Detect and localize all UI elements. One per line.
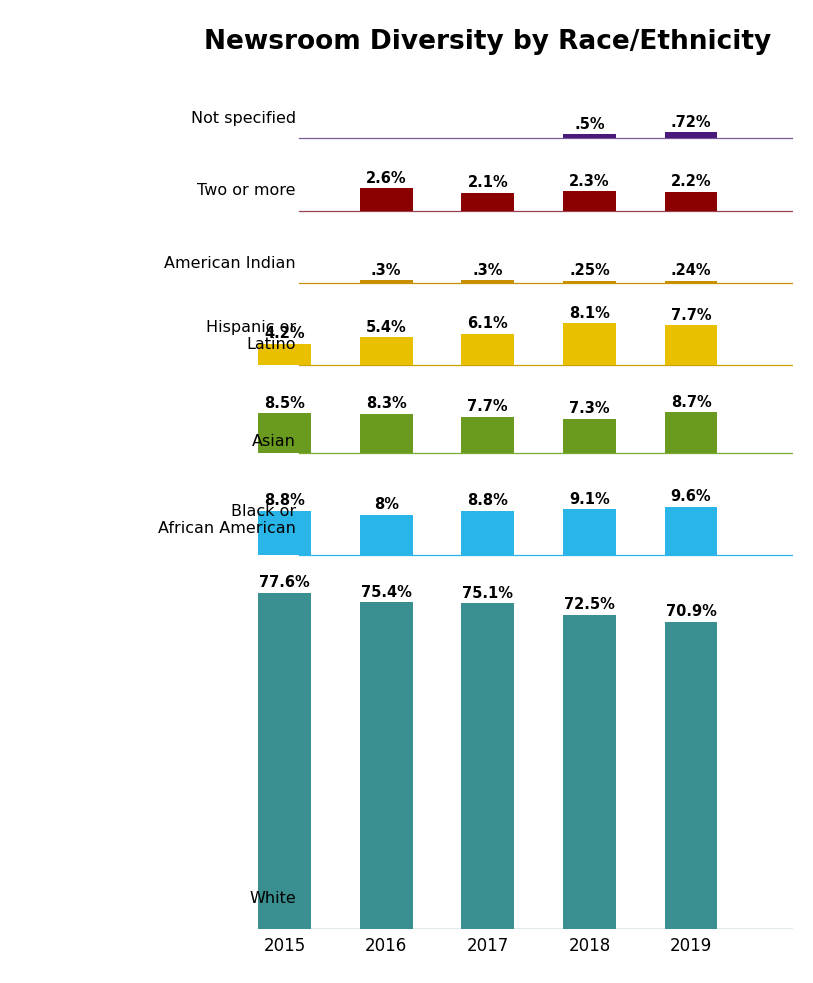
Bar: [462, 280, 515, 283]
Bar: [563, 134, 615, 139]
Bar: [563, 323, 615, 366]
Text: 2.6%: 2.6%: [366, 171, 406, 186]
Text: Not specified: Not specified: [190, 111, 296, 126]
Bar: [259, 343, 311, 366]
Text: 9.1%: 9.1%: [569, 492, 610, 507]
Text: 8%: 8%: [374, 497, 398, 512]
Bar: [664, 281, 717, 283]
Text: 77.6%: 77.6%: [259, 575, 310, 590]
Text: 75.4%: 75.4%: [361, 585, 411, 600]
Text: Asian: Asian: [252, 434, 296, 449]
Bar: [462, 511, 515, 554]
Bar: [664, 507, 717, 554]
Text: 8.8%: 8.8%: [264, 493, 305, 508]
Bar: [359, 603, 412, 929]
Bar: [664, 621, 717, 929]
Text: .3%: .3%: [371, 262, 402, 278]
Text: American Indian: American Indian: [164, 256, 296, 270]
Text: Two or more: Two or more: [198, 183, 296, 199]
Bar: [664, 192, 717, 210]
Bar: [259, 511, 311, 554]
Bar: [359, 337, 412, 366]
Bar: [462, 417, 515, 452]
Bar: [462, 193, 515, 210]
Text: 8.8%: 8.8%: [467, 493, 508, 508]
Text: Newsroom Diversity by Race/Ethnicity: Newsroom Diversity by Race/Ethnicity: [204, 29, 772, 55]
Text: 2.2%: 2.2%: [671, 174, 711, 190]
Bar: [563, 614, 615, 929]
Text: 8.5%: 8.5%: [264, 395, 305, 411]
Text: 9.6%: 9.6%: [671, 490, 711, 504]
Text: 8.7%: 8.7%: [671, 394, 711, 410]
Bar: [359, 515, 412, 554]
Text: 8.3%: 8.3%: [366, 396, 406, 412]
Text: 2.1%: 2.1%: [467, 175, 508, 191]
Bar: [462, 333, 515, 366]
Bar: [563, 281, 615, 283]
Bar: [259, 593, 311, 929]
Text: 7.3%: 7.3%: [569, 401, 610, 416]
Text: .25%: .25%: [569, 263, 610, 278]
Bar: [359, 189, 412, 210]
Text: .3%: .3%: [472, 262, 503, 278]
Text: 70.9%: 70.9%: [666, 605, 716, 619]
Text: 7.7%: 7.7%: [671, 308, 711, 322]
Text: .5%: .5%: [574, 117, 605, 132]
Bar: [563, 191, 615, 210]
Text: 4.2%: 4.2%: [264, 326, 305, 341]
Bar: [664, 412, 717, 452]
Text: 72.5%: 72.5%: [564, 598, 615, 612]
Text: White: White: [249, 892, 296, 906]
Text: 75.1%: 75.1%: [463, 586, 513, 601]
Text: 6.1%: 6.1%: [467, 317, 508, 331]
Bar: [664, 132, 717, 139]
Text: 8.1%: 8.1%: [569, 306, 610, 320]
Text: Hispanic or
Latino: Hispanic or Latino: [206, 319, 296, 352]
Text: 2.3%: 2.3%: [569, 174, 610, 189]
Text: Black or
African American: Black or African American: [158, 503, 296, 536]
Text: 7.7%: 7.7%: [467, 399, 508, 414]
Bar: [664, 325, 717, 366]
Text: .24%: .24%: [671, 263, 711, 278]
Bar: [462, 604, 515, 929]
Bar: [359, 280, 412, 283]
Bar: [563, 419, 615, 452]
Text: 5.4%: 5.4%: [366, 319, 406, 335]
Text: .72%: .72%: [671, 115, 711, 130]
Bar: [563, 509, 615, 554]
Bar: [359, 414, 412, 452]
Bar: [259, 413, 311, 452]
